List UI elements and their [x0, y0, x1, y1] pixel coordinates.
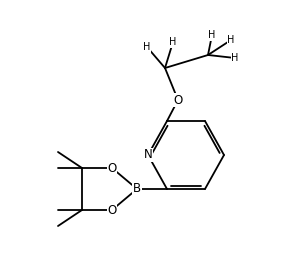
Text: H: H: [208, 30, 216, 40]
Text: O: O: [107, 162, 117, 175]
Text: H: H: [143, 42, 151, 52]
Text: O: O: [107, 204, 117, 216]
Text: H: H: [227, 35, 235, 45]
Text: O: O: [173, 93, 183, 106]
Text: H: H: [169, 37, 177, 47]
Text: N: N: [144, 148, 152, 162]
Text: H: H: [231, 53, 239, 63]
Text: B: B: [133, 182, 141, 196]
